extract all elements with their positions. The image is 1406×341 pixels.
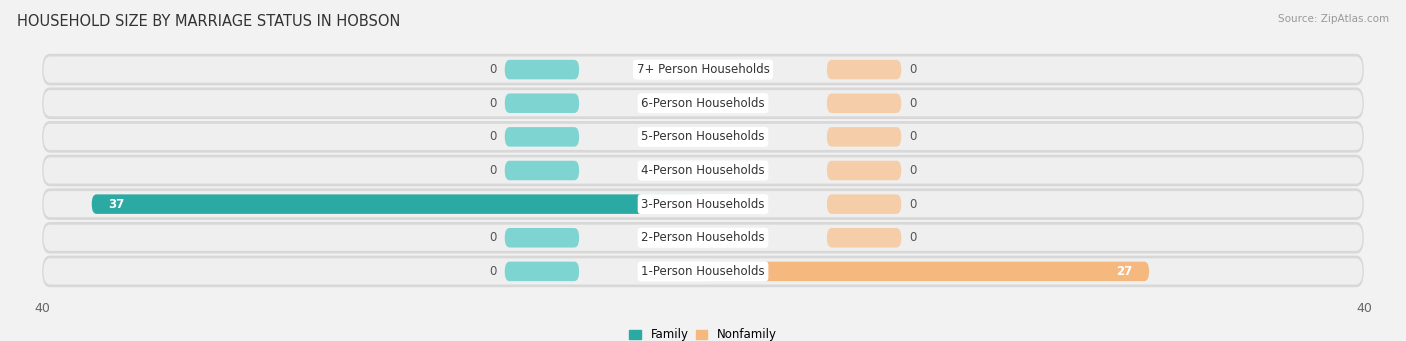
Text: 0: 0 (910, 164, 917, 177)
Text: 4-Person Households: 4-Person Households (641, 164, 765, 177)
Text: 0: 0 (910, 97, 917, 110)
Text: 0: 0 (910, 63, 917, 76)
Text: 1-Person Households: 1-Person Households (641, 265, 765, 278)
Text: 0: 0 (910, 231, 917, 244)
FancyBboxPatch shape (505, 93, 579, 113)
FancyBboxPatch shape (42, 222, 1364, 254)
Text: 0: 0 (489, 231, 496, 244)
FancyBboxPatch shape (42, 188, 1364, 220)
Text: 0: 0 (910, 130, 917, 143)
FancyBboxPatch shape (42, 121, 1364, 153)
FancyBboxPatch shape (44, 124, 1362, 150)
FancyBboxPatch shape (505, 60, 579, 79)
Legend: Family, Nonfamily: Family, Nonfamily (630, 328, 776, 341)
FancyBboxPatch shape (505, 262, 579, 281)
FancyBboxPatch shape (44, 90, 1362, 116)
FancyBboxPatch shape (505, 228, 579, 248)
Text: 2-Person Households: 2-Person Households (641, 231, 765, 244)
Text: 7+ Person Households: 7+ Person Households (637, 63, 769, 76)
FancyBboxPatch shape (44, 258, 1362, 284)
Text: 37: 37 (108, 198, 125, 211)
Text: 0: 0 (489, 130, 496, 143)
FancyBboxPatch shape (44, 225, 1362, 251)
FancyBboxPatch shape (44, 191, 1362, 217)
FancyBboxPatch shape (505, 161, 579, 180)
FancyBboxPatch shape (44, 57, 1362, 83)
FancyBboxPatch shape (827, 93, 901, 113)
FancyBboxPatch shape (44, 158, 1362, 183)
FancyBboxPatch shape (42, 54, 1364, 85)
FancyBboxPatch shape (42, 87, 1364, 119)
FancyBboxPatch shape (827, 127, 901, 147)
Text: Source: ZipAtlas.com: Source: ZipAtlas.com (1278, 14, 1389, 24)
Text: 0: 0 (489, 164, 496, 177)
FancyBboxPatch shape (703, 262, 1149, 281)
FancyBboxPatch shape (827, 194, 901, 214)
Text: 0: 0 (910, 198, 917, 211)
FancyBboxPatch shape (827, 228, 901, 248)
Text: 6-Person Households: 6-Person Households (641, 97, 765, 110)
FancyBboxPatch shape (827, 60, 901, 79)
FancyBboxPatch shape (505, 127, 579, 147)
Text: HOUSEHOLD SIZE BY MARRIAGE STATUS IN HOBSON: HOUSEHOLD SIZE BY MARRIAGE STATUS IN HOB… (17, 14, 401, 29)
FancyBboxPatch shape (91, 194, 703, 214)
Text: 0: 0 (489, 63, 496, 76)
Text: 5-Person Households: 5-Person Households (641, 130, 765, 143)
FancyBboxPatch shape (42, 155, 1364, 186)
Text: 27: 27 (1116, 265, 1133, 278)
Text: 3-Person Households: 3-Person Households (641, 198, 765, 211)
Text: 0: 0 (489, 265, 496, 278)
FancyBboxPatch shape (827, 161, 901, 180)
Text: 0: 0 (489, 97, 496, 110)
FancyBboxPatch shape (42, 256, 1364, 287)
